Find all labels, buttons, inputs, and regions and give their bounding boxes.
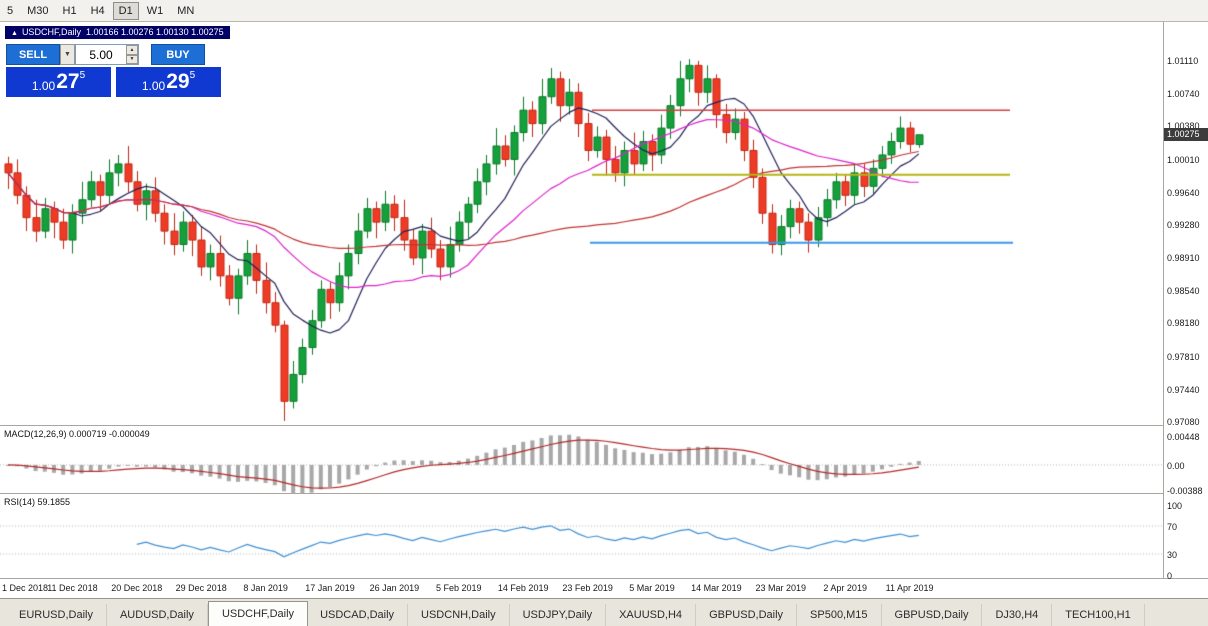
- timeframe-button[interactable]: MN: [177, 4, 195, 17]
- chart-tab-active[interactable]: USDCHF,Daily: [207, 601, 309, 626]
- date-axis-label: 5 Mar 2019: [629, 583, 675, 593]
- volume-input[interactable]: [76, 45, 126, 64]
- rsi-axis-label: 100: [1167, 501, 1183, 511]
- chart-tab[interactable]: TECH100,H1: [1052, 604, 1145, 626]
- ask-price-box[interactable]: 1.00 29 5: [116, 67, 221, 97]
- buy-button[interactable]: BUY: [151, 44, 205, 65]
- date-axis-label: 11 Apr 2019: [885, 583, 934, 593]
- chart-tab[interactable]: DJ30,H4: [982, 604, 1053, 626]
- rsi-canvas[interactable]: [0, 494, 1163, 578]
- date-axis-label: 1 Dec 2018: [2, 583, 49, 593]
- date-axis-label: 26 Jan 2019: [369, 583, 420, 593]
- ask-prefix: 1.00: [141, 79, 166, 93]
- bid-pip-digit: 5: [79, 70, 86, 81]
- price-axis-label: 1.00010: [1167, 154, 1200, 165]
- current-price-badge: 1.00275: [1164, 128, 1208, 142]
- chart-tab[interactable]: AUDUSD,Daily: [107, 604, 208, 626]
- price-axis-label: 0.97440: [1167, 384, 1200, 395]
- sell-button[interactable]: SELL: [6, 44, 60, 65]
- macd-axis-label: -0.00388: [1167, 486, 1203, 496]
- date-axis-label: 5 Feb 2019: [436, 583, 482, 593]
- up-arrow-icon: ▲: [11, 30, 18, 37]
- rsi-axis-label: 70: [1167, 522, 1178, 532]
- time-axis[interactable]: 1 Dec 2018 11 Dec 2018 20 Dec 2018 29 Dec 2…: [0, 579, 1163, 598]
- macd-indicator-label: MACD(12,26,9) 0.000719 -0.000049: [4, 429, 150, 439]
- bid-price-box[interactable]: 1.00 27 5: [6, 67, 111, 97]
- price-axis-label: 0.98910: [1167, 253, 1200, 264]
- chart-tab[interactable]: GBPUSD,Daily: [696, 604, 798, 626]
- chart-tab[interactable]: USDCAD,Daily: [307, 604, 409, 626]
- bid-big-digits: 27: [56, 70, 80, 93]
- timeframe-button[interactable]: 5: [7, 4, 14, 17]
- date-axis-label: 2 Apr 2019: [823, 583, 867, 593]
- price-axis-label: 0.99640: [1167, 187, 1200, 198]
- macd-axis-label: 0.00448: [1167, 432, 1200, 442]
- volume-decrease-icon[interactable]: ▼: [126, 54, 138, 64]
- one-click-trading-panel: SELL ▼ ▲ ▼ BUY 1.00 27 5 1.00 29 5: [6, 44, 236, 97]
- date-axis-label: 8 Jan 2019: [243, 583, 288, 593]
- panel-divider[interactable]: [0, 425, 1208, 426]
- rsi-indicator-label: RSI(14) 59.1855: [4, 497, 71, 507]
- price-axis-label: 0.98540: [1167, 286, 1200, 297]
- panel-divider[interactable]: [0, 493, 1208, 494]
- timeframe-button[interactable]: W1: [146, 4, 164, 17]
- price-axis-label: 1.00380: [1167, 121, 1200, 132]
- chart-ohlc-values: 1.00166 1.00276 1.00130 1.00275: [85, 27, 224, 37]
- date-axis-label: 11 Dec 2018: [47, 583, 98, 593]
- price-axis-label: 0.97080: [1167, 417, 1200, 427]
- volume-dropdown-icon[interactable]: ▼: [60, 44, 75, 65]
- chart-window-title: ▲ USDCHF,Daily 1.00166 1.00276 1.00130 1.…: [5, 26, 230, 39]
- chart-tab[interactable]: USDCNH,Daily: [408, 604, 510, 626]
- price-axis-label: 0.98180: [1167, 318, 1200, 329]
- date-axis-label: 14 Mar 2019: [691, 583, 742, 593]
- date-axis-label: 14 Feb 2019: [497, 583, 549, 593]
- timeframe-button[interactable]: H1: [62, 4, 77, 17]
- timeframe-button[interactable]: H4: [90, 4, 105, 17]
- volume-increase-icon[interactable]: ▲: [126, 45, 138, 55]
- macd-axis-label: 0.00: [1167, 460, 1185, 471]
- panel-divider[interactable]: [0, 578, 1208, 579]
- date-axis-label: 23 Feb 2019: [562, 583, 613, 593]
- rsi-axis-label: 30: [1167, 550, 1178, 560]
- ask-pip-digit: 5: [189, 70, 196, 81]
- chart-symbol: USDCHF,Daily: [21, 27, 81, 37]
- price-axis[interactable]: 1.00275 1.01110 1.00740 1.00380 1.00010 0.99…: [1163, 22, 1208, 581]
- chart-tab-bar: EURUSD,Daily AUDUSD,Daily USDCHF,Daily U…: [0, 598, 1208, 626]
- date-axis-label: 29 Dec 2018: [175, 583, 227, 593]
- bid-prefix: 1.00: [31, 79, 56, 93]
- price-axis-label: 0.97810: [1167, 351, 1200, 362]
- chart-tab[interactable]: EURUSD,Daily: [6, 604, 107, 626]
- timeframe-toolbar: 5 M30 H1 H4 D1 W1 MN: [0, 0, 1208, 22]
- ask-big-digits: 29: [166, 70, 190, 93]
- price-axis-label: 0.99280: [1167, 219, 1200, 230]
- price-axis-label: 1.01110: [1167, 56, 1199, 66]
- macd-canvas[interactable]: [0, 426, 1163, 493]
- date-axis-label: 17 Jan 2019: [305, 583, 355, 593]
- rsi-axis-label: 0: [1167, 571, 1173, 581]
- chart-tab[interactable]: XAUUSD,H4: [606, 604, 697, 626]
- timeframe-button[interactable]: M30: [27, 4, 49, 17]
- date-axis-label: 20 Dec 2018: [111, 583, 163, 593]
- chart-tab[interactable]: GBPUSD,Daily: [882, 604, 983, 626]
- timeframe-button-active[interactable]: D1: [112, 1, 139, 20]
- price-axis-label: 1.00740: [1167, 89, 1200, 100]
- chart-tab[interactable]: USDJPY,Daily: [510, 604, 607, 626]
- volume-field: ▲ ▼: [75, 44, 139, 65]
- chart-tab[interactable]: SP500,M15: [797, 604, 882, 626]
- date-axis-label: 23 Mar 2019: [755, 583, 807, 593]
